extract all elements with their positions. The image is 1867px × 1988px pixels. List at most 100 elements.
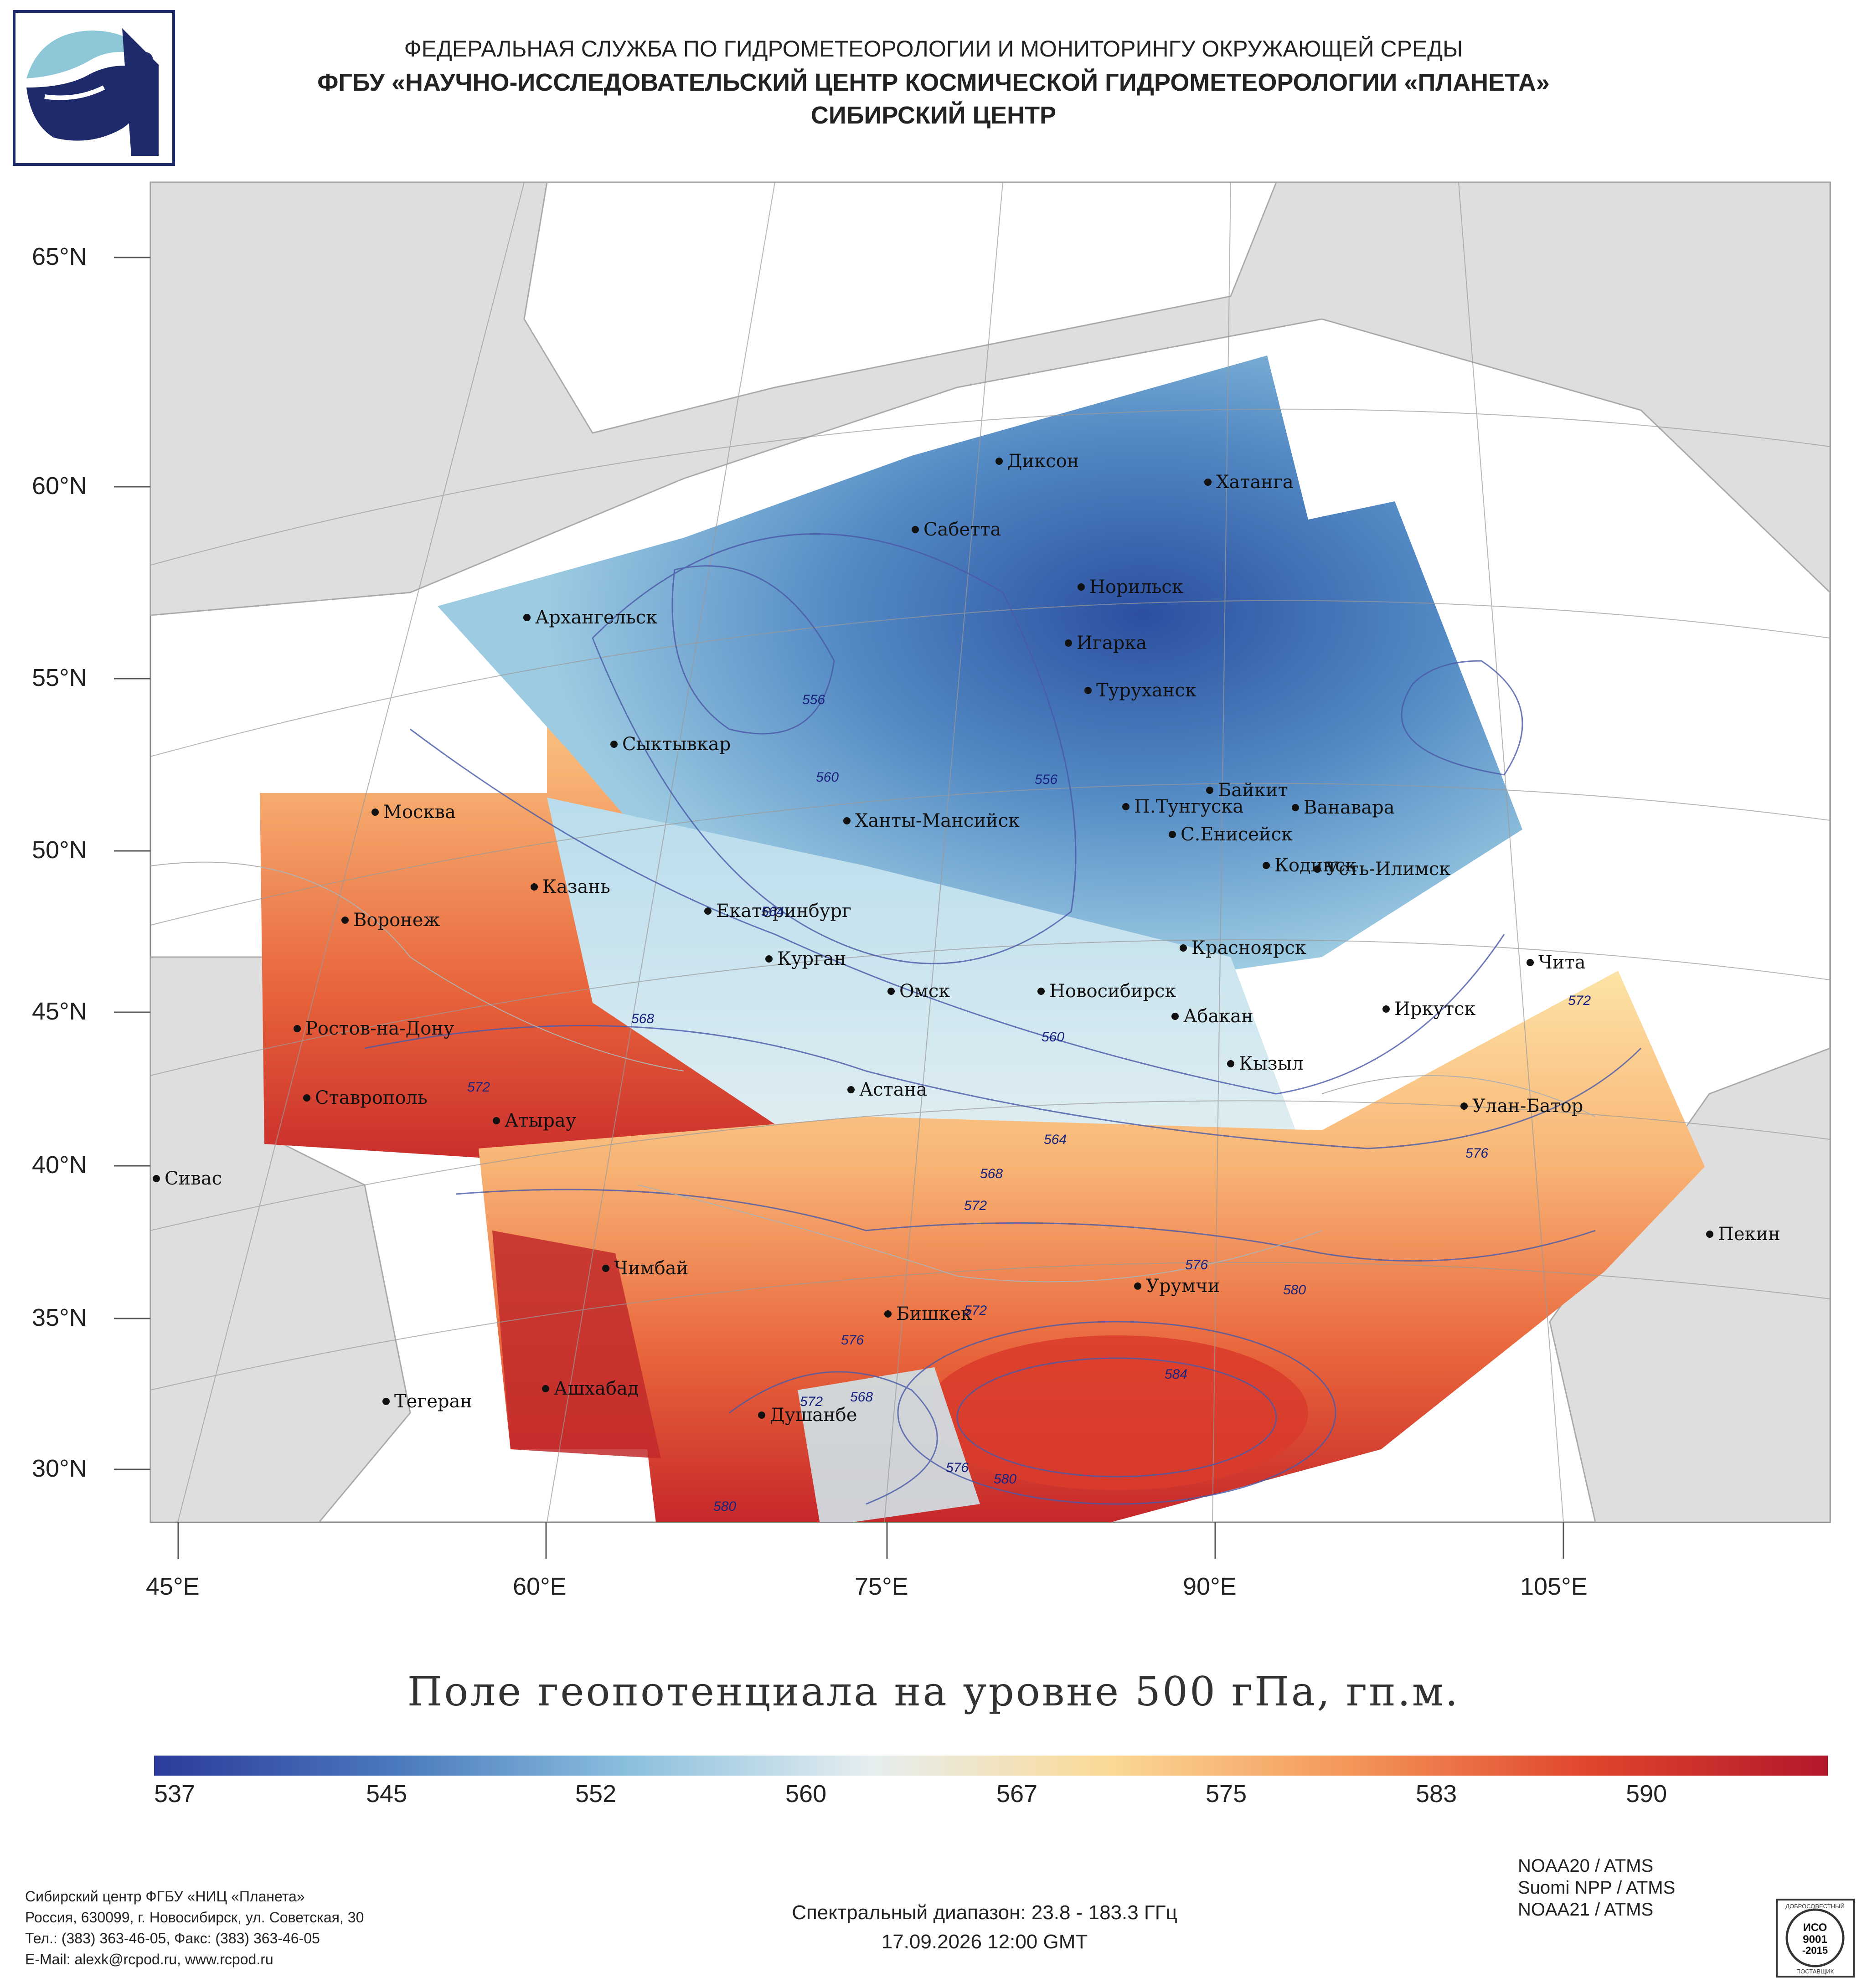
- contour-label: 572: [964, 1198, 987, 1213]
- city-label: Москва: [383, 802, 456, 823]
- city-label: Новосибирск: [1049, 981, 1176, 1002]
- mid-swath: [547, 798, 1299, 1231]
- city-atyrau: Атырау: [493, 1110, 577, 1131]
- city-p-tunguska: П.Тунгуска: [1122, 796, 1243, 817]
- datetime: 17.09.2026 12:00 GMT: [881, 1931, 1088, 1953]
- city-vanavara: Ванавара: [1292, 797, 1395, 818]
- city-irkutsk: Иркутск: [1382, 999, 1476, 1020]
- colorbar: [154, 1756, 1828, 1776]
- footer-org: Сибирский центр ФГБУ «НИЦ «Планета»: [25, 1888, 305, 1905]
- lat-label: 30°N: [32, 1455, 87, 1482]
- city-dushanbe: Душанбе: [758, 1405, 857, 1426]
- satellite-item: NOAA20 / ATMS: [1518, 1856, 1654, 1876]
- city-rostov-na-donu: Ростов-на-Дону: [294, 1018, 454, 1039]
- contour-label: 556: [1035, 772, 1057, 787]
- cool-patch-south: [798, 1367, 980, 1522]
- city-label: Казань: [542, 876, 610, 897]
- lon-label: 60°E: [513, 1573, 567, 1600]
- city-chita: Чита: [1527, 952, 1586, 973]
- satellite-item: Suomi NPP / ATMS: [1518, 1878, 1676, 1898]
- colorbar-tick: 560: [785, 1780, 827, 1808]
- city-urumchi: Урумчи: [1134, 1276, 1220, 1297]
- lat-label: 40°N: [32, 1151, 87, 1179]
- lon-label: 105°E: [1520, 1573, 1588, 1600]
- iso-bottom: ПОСТАВЩИК: [1796, 1968, 1834, 1975]
- contour-label: 568: [980, 1166, 1003, 1181]
- lon-label: 45°E: [146, 1573, 200, 1600]
- city-label: Астана: [859, 1079, 927, 1100]
- contour-label: 556: [802, 692, 825, 707]
- city-label: Тегеран: [394, 1391, 472, 1412]
- arctic-ocean: [523, 182, 1277, 434]
- city-label: Ханты-Мансийск: [855, 810, 1020, 831]
- header-center: СИБИРСКИЙ ЦЕНТР: [810, 102, 1057, 129]
- city-ashkhabad: Ашхабад: [542, 1378, 639, 1399]
- lat-label: 60°N: [32, 472, 87, 500]
- contour-label: 580: [994, 1472, 1016, 1487]
- lon-label: 90°E: [1183, 1573, 1237, 1600]
- lon-label: 75°E: [855, 1573, 908, 1600]
- city-label: Норильск: [1089, 577, 1183, 597]
- footer-address: Россия, 630099, г. Новосибирск, ул. Сове…: [25, 1909, 364, 1926]
- city-label: Байкит: [1218, 780, 1288, 801]
- contour-label: 564: [1044, 1132, 1067, 1147]
- city-label: Воронеж: [353, 910, 440, 931]
- city-label: Сивас: [165, 1168, 222, 1189]
- lat-label: 65°N: [32, 243, 87, 270]
- city-label: Абакан: [1183, 1006, 1253, 1027]
- city-baykit: Байкит: [1206, 780, 1288, 801]
- contour-label: 572: [1568, 993, 1591, 1008]
- city-label: Омск: [899, 981, 950, 1002]
- city-ulan-bator: Улан-Батор: [1460, 1096, 1583, 1117]
- city-turukhansk: Туруханск: [1084, 680, 1197, 701]
- contour-label: 560: [816, 770, 839, 785]
- contour-labels: 556 560 556 564 568 572 560 564 568 572 …: [467, 692, 1591, 1514]
- colorbar-tick: 545: [366, 1780, 407, 1808]
- contour-label: 580: [1283, 1282, 1306, 1298]
- borders: [150, 861, 1596, 1282]
- city-voronezh: Воронеж: [341, 910, 440, 931]
- graticule: [150, 182, 1830, 1522]
- iso-line1: ИСО: [1803, 1921, 1827, 1934]
- city-label: Екатеринбург: [716, 901, 851, 922]
- iso-badge-icon: ДОБРОСОВЕСТНЫЙ ИСО 9001 -2015 ПОСТАВЩИК: [1776, 1899, 1855, 1978]
- city-label: Курган: [777, 948, 846, 969]
- contour-label: 576: [1465, 1146, 1488, 1161]
- city-label: Атырау: [505, 1110, 577, 1131]
- city-khanty-mansiysk: Ханты-Мансийск: [843, 810, 1020, 831]
- city-label: Усть-Илимск: [1325, 859, 1450, 880]
- city-novosibirsk: Новосибирск: [1037, 981, 1176, 1002]
- city-kyzyl: Кызыл: [1227, 1053, 1304, 1074]
- city-omsk: Омск: [887, 981, 950, 1002]
- city-label: Иркутск: [1394, 999, 1476, 1020]
- city-sabetta: Сабетта: [912, 519, 1001, 540]
- contour-label: 560: [1042, 1030, 1064, 1045]
- contour-label: 568: [631, 1011, 654, 1026]
- header-institute: ФГБУ «НАУЧНО-ИССЛЕДОВАТЕЛЬСКИЙ ЦЕНТР КОС…: [317, 69, 1550, 96]
- colorbar-tick: 583: [1416, 1780, 1457, 1808]
- city-tegeran: Тегеран: [382, 1391, 472, 1412]
- city-bishkek: Бишкек: [884, 1303, 972, 1324]
- axis-ticks: [114, 257, 1564, 1559]
- city-markers: Диксон Хатанга Сабетта Норильск Архангел…: [153, 451, 1780, 1426]
- city-chimbay: Чимбай: [602, 1258, 688, 1279]
- contour-label: 572: [800, 1394, 823, 1409]
- lat-label: 55°N: [32, 664, 87, 691]
- satellite-list: NOAA20 / ATMS Suomi NPP / ATMS NOAA21 / …: [1518, 1855, 1675, 1921]
- iso-line3: -2015: [1802, 1945, 1828, 1956]
- colorbar-tick: 590: [1626, 1780, 1667, 1808]
- hot-core: [492, 1231, 661, 1458]
- city-label: Сабетта: [923, 519, 1001, 540]
- iso-top: ДОБРОСОВЕСТНЫЙ: [1785, 1903, 1845, 1910]
- city-arkhangelsk: Архангельск: [523, 607, 657, 628]
- contour-label: 564: [761, 904, 784, 919]
- city-stavropol: Ставрополь: [303, 1087, 428, 1108]
- city-krasnoyarsk: Красноярск: [1180, 937, 1306, 958]
- city-label: Бишкек: [896, 1303, 972, 1324]
- city-label: Сыктывкар: [622, 734, 731, 755]
- iso-line2: 9001: [1803, 1933, 1827, 1946]
- city-kodinsk: Кодинск: [1263, 855, 1356, 876]
- spectral-range: Спектральный диапазон: 23.8 - 183.3 ГГц: [792, 1901, 1177, 1924]
- city-label: П.Тунгуска: [1134, 796, 1243, 817]
